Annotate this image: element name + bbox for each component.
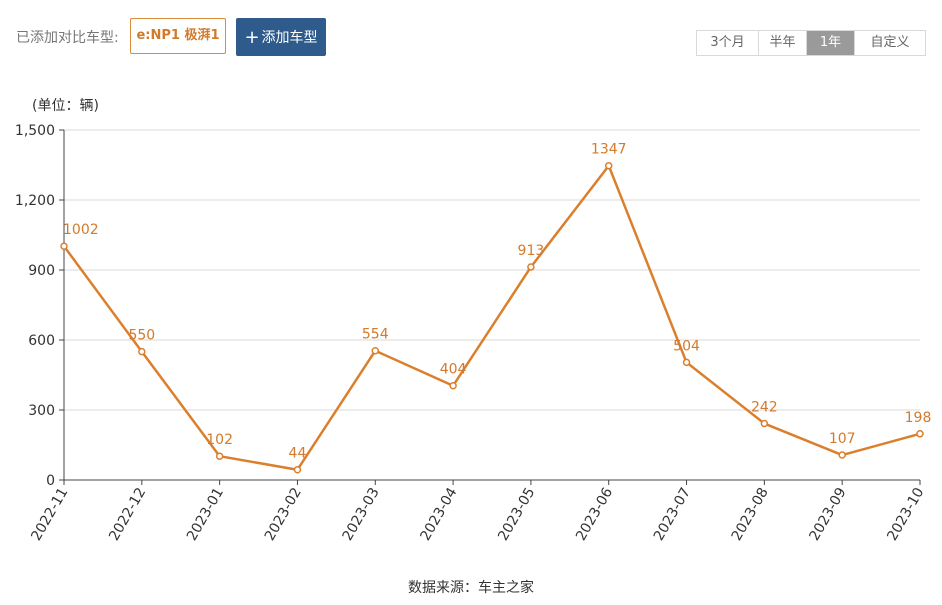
- x-tick-label: 2022-11: [28, 485, 71, 544]
- range-1-year[interactable]: 1年: [807, 31, 855, 55]
- y-tick-label: 600: [28, 333, 55, 349]
- y-tick-label: 0: [46, 473, 55, 489]
- add-model-button[interactable]: + 添加车型: [236, 18, 326, 56]
- range-half-year[interactable]: 半年: [759, 31, 807, 55]
- data-label: 913: [518, 243, 545, 259]
- data-point[interactable]: [916, 430, 924, 438]
- data-label: 404: [440, 362, 467, 378]
- data-point[interactable]: [215, 452, 224, 460]
- data-label: 44: [289, 446, 307, 462]
- data-point[interactable]: [838, 451, 846, 459]
- toolbar: 已添加对比车型: e:NP1 极湃1 + 添加车型 3个月 半年 1年 自定义: [0, 0, 942, 70]
- add-model-label: 添加车型: [261, 30, 318, 46]
- data-label: 102: [206, 432, 233, 448]
- data-point[interactable]: [449, 381, 457, 390]
- data-label: 198: [905, 410, 932, 426]
- compare-label: 已添加对比车型:: [16, 30, 119, 46]
- x-tick-label: 2023-05: [495, 485, 538, 544]
- x-tick-label: 2023-08: [729, 485, 772, 544]
- plus-icon: +: [244, 27, 260, 48]
- data-label: 107: [829, 431, 856, 447]
- x-tick-label: 2023-10: [884, 485, 927, 544]
- range-selector: 3个月 半年 1年 自定义: [696, 30, 926, 56]
- series-line: [62, 164, 921, 471]
- data-label: 504: [673, 338, 700, 354]
- data-label: 1347: [591, 142, 627, 158]
- data-point[interactable]: [527, 263, 535, 271]
- data-labels: 1002 550 102 44 554 404 913 1347 504 242 107 198: [63, 142, 931, 462]
- x-tick-label: 2023-09: [807, 485, 850, 544]
- model-chip[interactable]: e:NP1 极湃1: [130, 18, 226, 54]
- x-tick-label: 2023-03: [340, 485, 383, 544]
- data-point[interactable]: [682, 358, 691, 367]
- y-tick-label: 300: [28, 403, 55, 419]
- range-3-months[interactable]: 3个月: [697, 31, 759, 55]
- data-point[interactable]: [760, 419, 769, 428]
- y-tick-label: 1,200: [15, 193, 55, 209]
- x-tick-label: 2023-04: [417, 485, 460, 544]
- unit-label: (单位：辆): [32, 98, 99, 114]
- x-tick-label: 2022-12: [106, 485, 149, 544]
- range-custom[interactable]: 自定义: [870, 35, 910, 50]
- x-tick-label: 2023-06: [573, 485, 616, 544]
- data-point[interactable]: [371, 346, 380, 355]
- data-label: 554: [362, 327, 389, 343]
- series: [60, 161, 924, 474]
- data-label: 242: [751, 400, 778, 416]
- grid-lines: [64, 129, 920, 411]
- data-source: 数据来源：车主之家: [408, 580, 534, 596]
- data-label: 550: [128, 328, 155, 344]
- y-tick-label: 900: [28, 263, 55, 279]
- y-tick-label: 1,500: [15, 123, 55, 139]
- data-point[interactable]: [138, 347, 146, 356]
- data-point[interactable]: [604, 161, 613, 170]
- data-point[interactable]: [60, 242, 68, 250]
- x-tick-label: 2023-07: [651, 485, 694, 544]
- x-tick-label: 2023-02: [262, 485, 305, 544]
- data-point[interactable]: [293, 465, 302, 474]
- x-tick-label: 2023-01: [184, 485, 227, 544]
- data-label: 1002: [63, 222, 99, 238]
